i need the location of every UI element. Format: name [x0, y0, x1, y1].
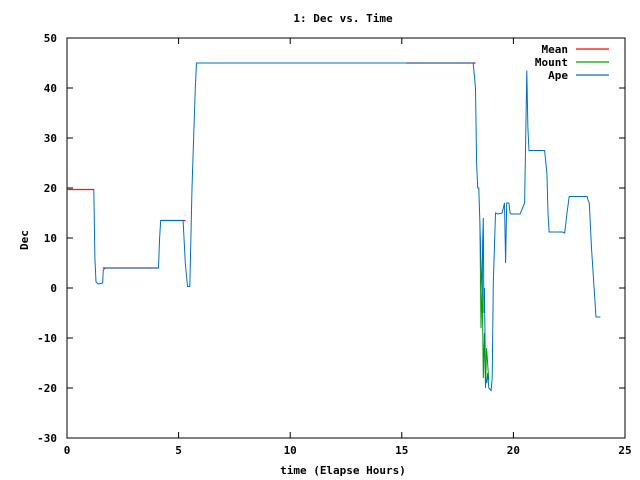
y-tick-label: 20 — [44, 182, 57, 195]
series-line — [479, 222, 490, 389]
axis-ticks: 0 5 10 15 20 25 -30 -20 -10 0 10 20 30 40 50 — [37, 32, 632, 457]
x-tick-label: 20 — [507, 444, 520, 457]
plot-area — [66, 37, 626, 439]
x-tick-label: 25 — [618, 444, 631, 457]
y-tick-label: 0 — [50, 282, 57, 295]
x-axis-label: time (Elapse Hours) — [280, 464, 406, 477]
y-tick-label: -10 — [37, 332, 57, 345]
y-tick-label: 10 — [44, 232, 57, 245]
y-tick-label: -30 — [37, 432, 57, 445]
series-ape — [67, 62, 601, 392]
y-tick-label: 30 — [44, 132, 57, 145]
series-line — [67, 62, 601, 392]
series-layer — [67, 62, 601, 392]
y-axis-label: Dec — [18, 230, 31, 250]
y-tick-label: 40 — [44, 82, 57, 95]
legend-label: Mean — [542, 43, 569, 56]
series-mean — [67, 62, 476, 269]
x-tick-label: 5 — [175, 444, 182, 457]
x-tick-label: 10 — [284, 444, 297, 457]
plot-border — [66, 37, 626, 439]
y-tick-label: -20 — [37, 382, 57, 395]
y-tick-label: 50 — [44, 32, 57, 45]
series-mount — [479, 222, 490, 389]
legend-label: Mount — [535, 56, 568, 69]
chart-title: 1: Dec vs. Time — [293, 12, 393, 25]
legend-label: Ape — [548, 69, 568, 82]
x-tick-label: 0 — [64, 444, 71, 457]
x-tick-label: 15 — [395, 444, 408, 457]
